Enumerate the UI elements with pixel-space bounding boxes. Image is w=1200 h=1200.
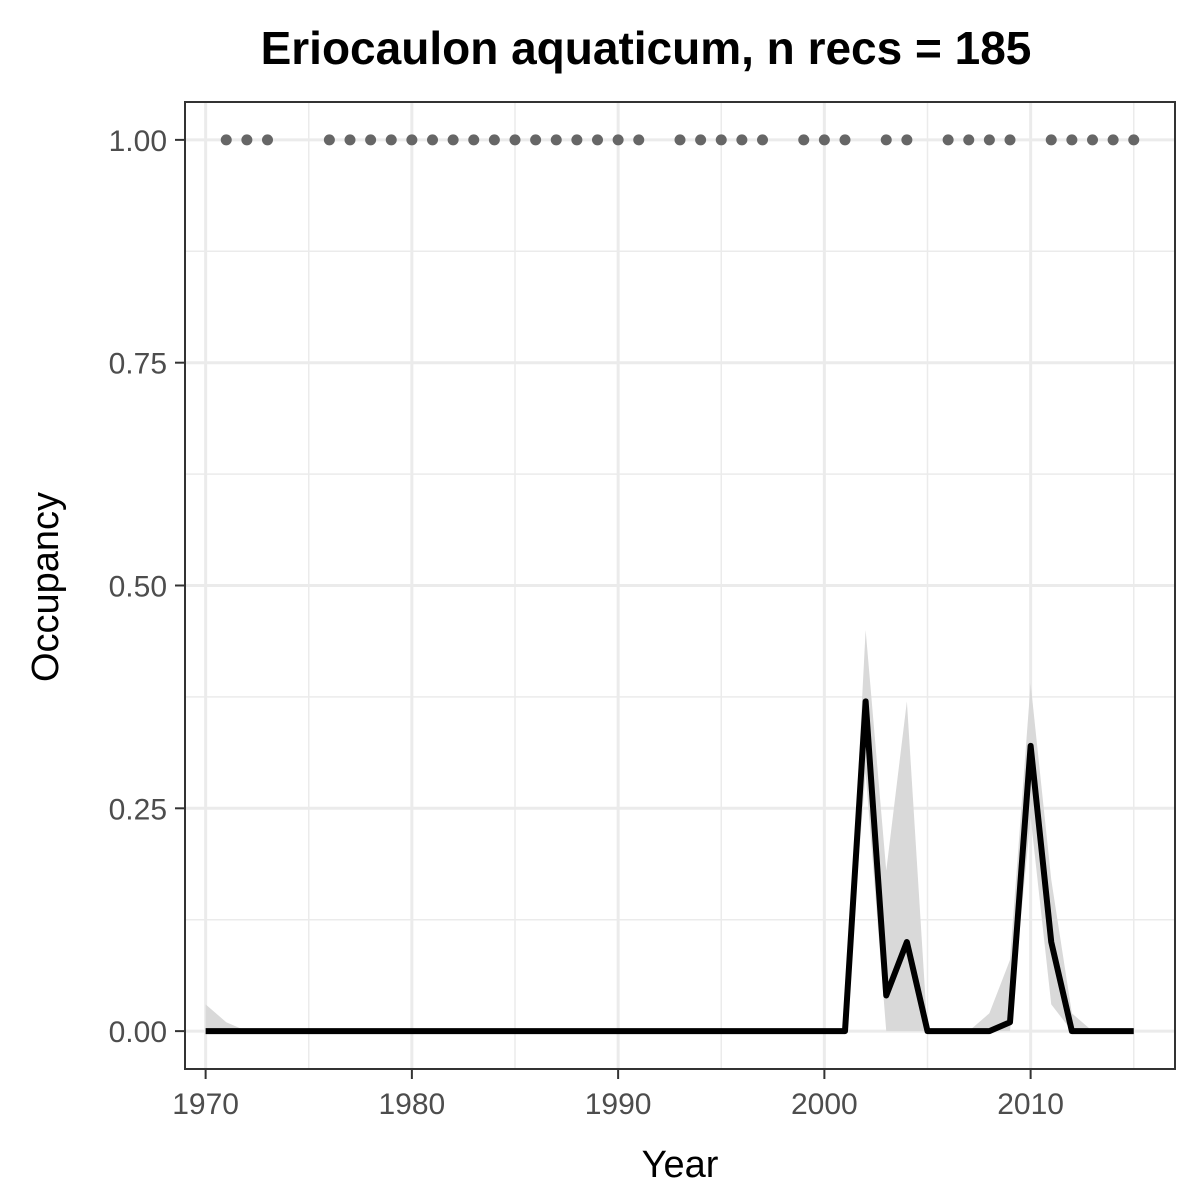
record-point: [344, 134, 356, 146]
record-point: [674, 134, 686, 146]
record-point: [468, 134, 480, 146]
record-point: [715, 134, 727, 146]
record-point: [695, 134, 707, 146]
y-tick-labels: 0.00 0.25 0.50 0.75 1.00: [109, 125, 167, 1049]
record-point: [818, 134, 830, 146]
occupancy-line: [205, 698, 1134, 1035]
y-tick-label: 0.00: [109, 1016, 167, 1049]
x-tick-label: 1970: [172, 1088, 239, 1121]
y-axis-title: Occupancy: [25, 492, 67, 682]
x-tick-label: 2010: [997, 1088, 1064, 1121]
record-point: [1128, 134, 1140, 146]
record-point: [942, 134, 954, 146]
y-tick-label: 0.75: [109, 348, 167, 381]
record-point: [1087, 134, 1098, 146]
record-points: [220, 134, 1140, 146]
record-point: [592, 134, 603, 146]
x-tick-label: 1980: [379, 1088, 446, 1121]
x-axis-title: Year: [642, 1144, 719, 1186]
record-point: [1107, 134, 1119, 146]
record-point: [901, 134, 913, 146]
record-point: [571, 134, 583, 146]
record-point: [1066, 134, 1078, 146]
record-point: [406, 134, 418, 146]
record-point: [241, 134, 253, 146]
record-point: [963, 134, 975, 146]
record-point: [757, 134, 768, 146]
y-tick-label: 0.50: [109, 571, 167, 604]
record-point: [880, 134, 892, 146]
record-point: [262, 134, 273, 146]
record-point: [427, 134, 438, 146]
record-point: [365, 134, 377, 146]
record-point: [220, 134, 232, 146]
record-point: [633, 134, 645, 146]
y-tick-label: 0.25: [109, 793, 167, 826]
record-point: [1004, 134, 1016, 146]
chart-title: Eriocaulon aquaticum, n recs = 185: [261, 22, 1032, 74]
record-point: [447, 134, 459, 146]
occupancy-line-path: [205, 698, 1134, 1035]
record-point: [839, 134, 851, 146]
confidence-ribbon: [205, 630, 1134, 1032]
record-point: [550, 134, 562, 146]
record-point: [488, 134, 500, 146]
record-point: [983, 134, 995, 146]
record-point: [736, 134, 748, 146]
record-point: [798, 134, 810, 146]
x-tick-label: 1990: [585, 1088, 652, 1121]
record-point: [1045, 134, 1057, 146]
x-tick-labels: 1970 1980 1990 2000 2010: [172, 1088, 1064, 1121]
axis-ticks: [175, 138, 1032, 1079]
x-tick-label: 2000: [791, 1088, 858, 1121]
record-point: [323, 134, 335, 146]
record-point: [385, 134, 397, 146]
record-point: [612, 134, 624, 146]
major-gridlines: [185, 102, 1175, 1069]
y-tick-label: 1.00: [109, 125, 167, 158]
ribbon-area: [205, 630, 1134, 1032]
record-point: [530, 134, 542, 146]
record-point: [509, 134, 521, 146]
